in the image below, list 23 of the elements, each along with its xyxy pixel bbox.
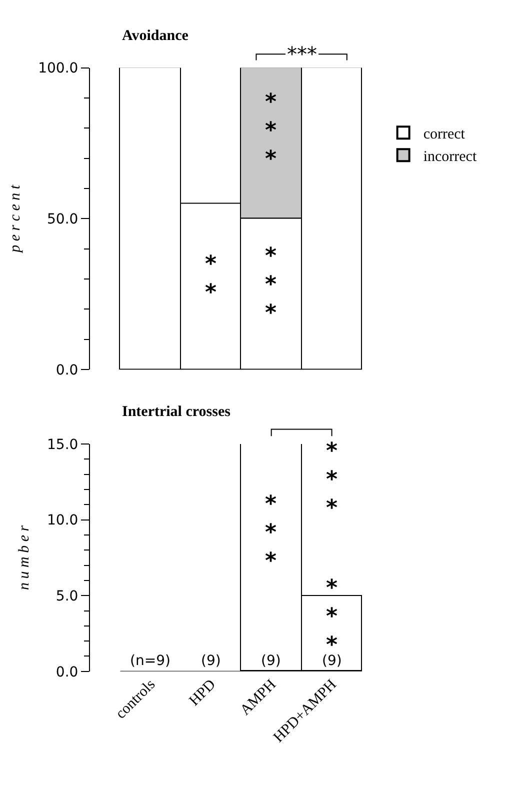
- x-tick-label: HPD: [186, 676, 220, 710]
- legend-label: correct: [423, 126, 466, 142]
- y-tick-label: 10.0: [47, 512, 78, 529]
- y-tick-label: 5.0: [56, 588, 78, 605]
- y-axis-title: n u m b e r: [16, 525, 32, 590]
- annotation: ***: [265, 90, 277, 172]
- annotation: ***: [326, 439, 338, 522]
- y-tick-label: 100.0: [38, 60, 78, 77]
- y-tick-label: 50.0: [47, 212, 78, 228]
- chart-title: Intertrial crosses: [122, 404, 231, 420]
- annotation: * **: [265, 244, 277, 326]
- chart-title: Avoidance: [122, 28, 189, 44]
- y-tick-label: 0.0: [56, 664, 78, 680]
- annotation: (n=9): [130, 653, 170, 669]
- annotation: ***: [265, 492, 277, 574]
- legend-label: incorrect: [423, 148, 478, 165]
- y-tick-label: 0.0: [56, 362, 78, 378]
- y-tick-label: 15.0: [47, 436, 78, 453]
- text: ***: [287, 42, 317, 66]
- y-axis-title: p e r c e n t: [7, 184, 24, 254]
- annotation: (9): [201, 653, 221, 669]
- annotation: **: [205, 252, 217, 306]
- annotation: (9): [261, 653, 281, 669]
